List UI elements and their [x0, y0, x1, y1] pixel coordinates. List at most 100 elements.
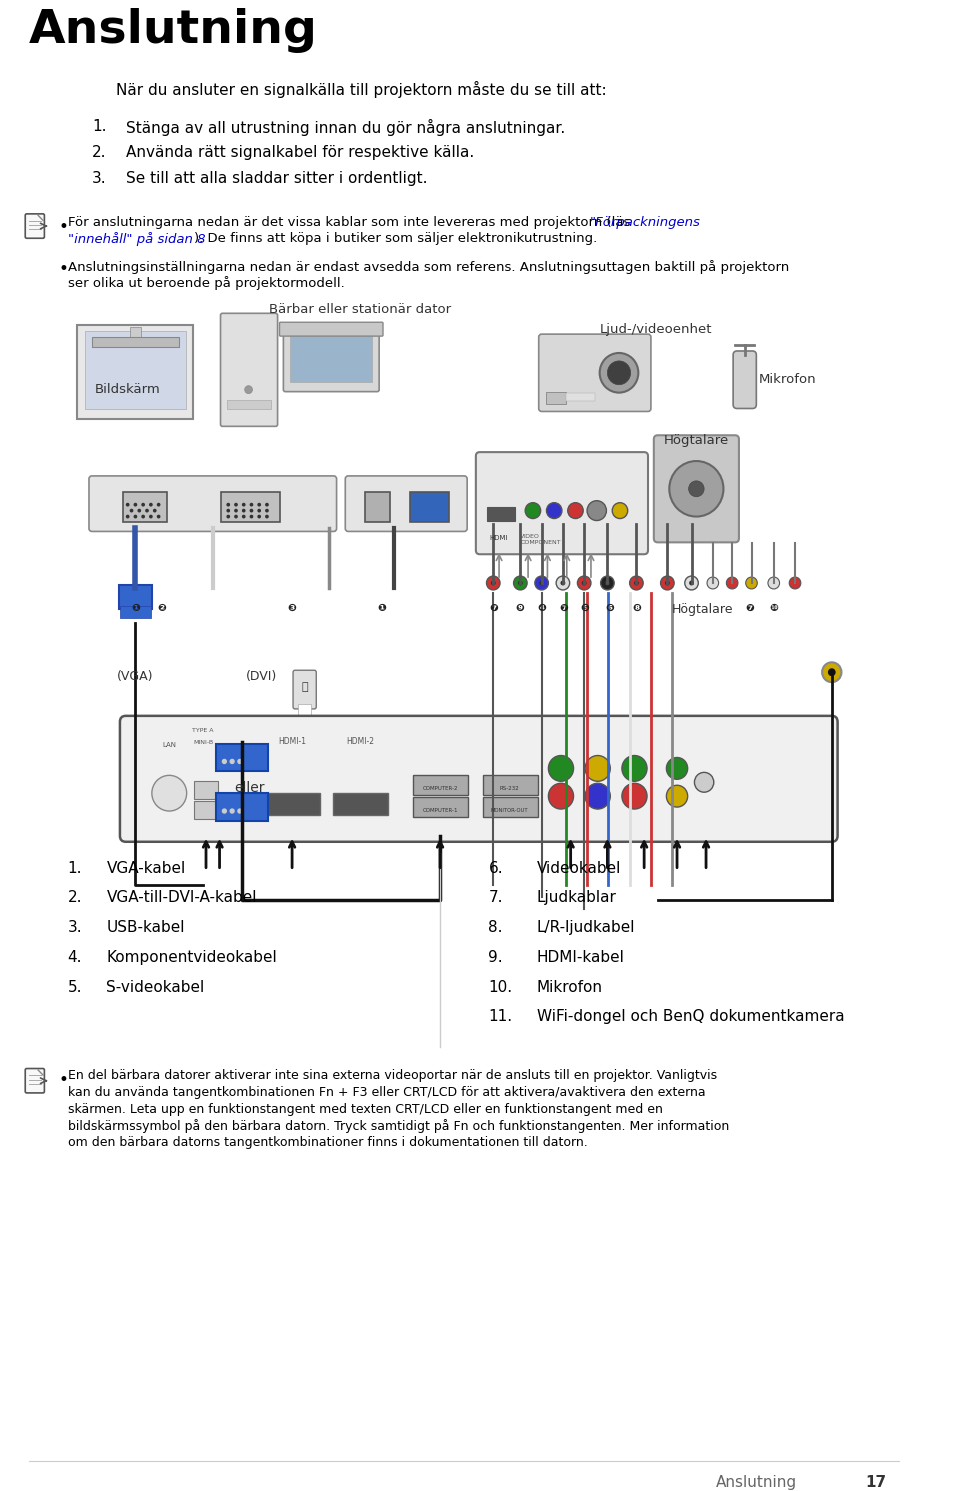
Circle shape [251, 516, 252, 517]
FancyBboxPatch shape [119, 584, 152, 608]
FancyBboxPatch shape [25, 213, 44, 239]
Text: MINI-B: MINI-B [193, 740, 213, 744]
Circle shape [582, 580, 587, 586]
Text: 3.: 3. [92, 170, 107, 185]
Text: 4.: 4. [68, 950, 83, 965]
Circle shape [142, 516, 144, 517]
Circle shape [230, 810, 234, 813]
Text: Bärbar eller stationär dator: Bärbar eller stationär dator [269, 303, 451, 316]
Text: ). De finns att köpa i butiker som säljer elektronikutrustning.: ). De finns att köpa i butiker som sälje… [195, 233, 598, 245]
FancyBboxPatch shape [346, 476, 468, 531]
Circle shape [608, 361, 631, 385]
Circle shape [491, 580, 495, 586]
Text: ❺: ❺ [581, 602, 589, 613]
Circle shape [243, 504, 245, 505]
FancyBboxPatch shape [539, 334, 651, 412]
Circle shape [822, 662, 842, 683]
Text: En del bärbara datorer aktiverar inte sina externa videoportar när de ansluts ti: En del bärbara datorer aktiverar inte si… [68, 1069, 717, 1082]
Circle shape [666, 786, 687, 807]
Text: Anslutning: Anslutning [716, 1475, 797, 1491]
Circle shape [134, 504, 136, 505]
Text: HDMI: HDMI [490, 535, 508, 541]
Circle shape [235, 516, 237, 517]
FancyBboxPatch shape [120, 716, 837, 842]
Circle shape [258, 510, 260, 511]
Text: ser olika ut beroende på projektormodell.: ser olika ut beroende på projektormodell… [68, 276, 345, 289]
FancyBboxPatch shape [483, 798, 538, 817]
FancyBboxPatch shape [25, 1069, 44, 1093]
Text: HDMI-kabel: HDMI-kabel [537, 950, 625, 965]
Bar [130, 327, 141, 344]
Circle shape [577, 576, 591, 590]
Text: Se till att alla sladdar sitter i ordentligt.: Se till att alla sladdar sitter i ordent… [126, 170, 427, 185]
FancyBboxPatch shape [89, 476, 337, 531]
Text: 1.: 1. [92, 119, 107, 134]
Circle shape [548, 783, 573, 810]
Text: ❸: ❸ [288, 602, 297, 613]
FancyBboxPatch shape [120, 605, 151, 617]
Circle shape [238, 759, 242, 763]
Circle shape [235, 504, 237, 505]
Text: (VGA): (VGA) [117, 671, 154, 683]
Circle shape [622, 783, 647, 810]
Circle shape [561, 580, 565, 586]
FancyBboxPatch shape [410, 492, 448, 522]
Circle shape [622, 756, 647, 781]
FancyBboxPatch shape [216, 793, 268, 822]
Text: TYPE A: TYPE A [192, 728, 214, 732]
Text: 9.: 9. [489, 950, 503, 965]
Text: eller: eller [234, 781, 265, 795]
FancyBboxPatch shape [333, 793, 388, 816]
Text: •: • [58, 218, 68, 236]
Text: •: • [58, 259, 68, 277]
Text: 17: 17 [866, 1475, 887, 1491]
Circle shape [556, 576, 569, 590]
Circle shape [688, 482, 704, 497]
Circle shape [828, 668, 835, 677]
Text: ❶: ❶ [131, 602, 140, 613]
Text: ❹: ❹ [538, 602, 546, 613]
Circle shape [127, 516, 129, 517]
Circle shape [251, 510, 252, 511]
Text: Stänga av all utrustning innan du gör några anslutningar.: Stänga av all utrustning innan du gör nå… [126, 119, 565, 136]
Circle shape [768, 577, 780, 589]
Text: skärmen. Leta upp en funktionstangent med texten CRT/LCD eller en funktionstange: skärmen. Leta upp en funktionstangent me… [68, 1102, 662, 1115]
Text: När du ansluter en signalkälla till projektorn måste du se till att:: När du ansluter en signalkälla till proj… [116, 82, 607, 98]
Circle shape [601, 576, 614, 590]
FancyBboxPatch shape [476, 452, 648, 555]
Circle shape [134, 516, 136, 517]
Text: Anslutningsinställningarna nedan är endast avsedda som referens. Anslutningsutta: Anslutningsinställningarna nedan är enda… [68, 259, 789, 274]
Text: Mikrofon: Mikrofon [759, 373, 817, 386]
Circle shape [142, 504, 144, 505]
Circle shape [146, 510, 148, 511]
Circle shape [228, 516, 229, 517]
Text: VGA-till-DVI-A-kabel: VGA-till-DVI-A-kabel [107, 890, 257, 905]
Text: (DVI): (DVI) [246, 671, 276, 683]
Circle shape [157, 504, 159, 505]
Circle shape [518, 580, 523, 586]
Circle shape [548, 756, 573, 781]
Circle shape [612, 502, 628, 519]
Circle shape [630, 576, 643, 590]
Circle shape [588, 501, 607, 520]
Text: 7.: 7. [489, 890, 503, 905]
Text: Ljudkablar: Ljudkablar [537, 890, 616, 905]
Circle shape [600, 353, 638, 392]
Circle shape [665, 580, 670, 586]
Circle shape [230, 759, 234, 763]
Circle shape [258, 504, 260, 505]
Text: Ljud-/videoenhet: Ljud-/videoenhet [600, 324, 712, 337]
Text: Videokabel: Videokabel [537, 860, 621, 875]
FancyBboxPatch shape [228, 400, 271, 410]
Circle shape [228, 504, 229, 505]
FancyBboxPatch shape [216, 744, 268, 771]
FancyBboxPatch shape [290, 335, 372, 382]
Text: Komponentvideokabel: Komponentvideokabel [107, 950, 277, 965]
Text: "Förpackningens: "Förpackningens [590, 216, 701, 230]
Circle shape [154, 510, 156, 511]
Circle shape [684, 576, 698, 590]
Text: ❽: ❽ [632, 602, 640, 613]
FancyBboxPatch shape [365, 492, 390, 522]
Circle shape [238, 810, 242, 813]
Text: 2.: 2. [92, 145, 107, 160]
